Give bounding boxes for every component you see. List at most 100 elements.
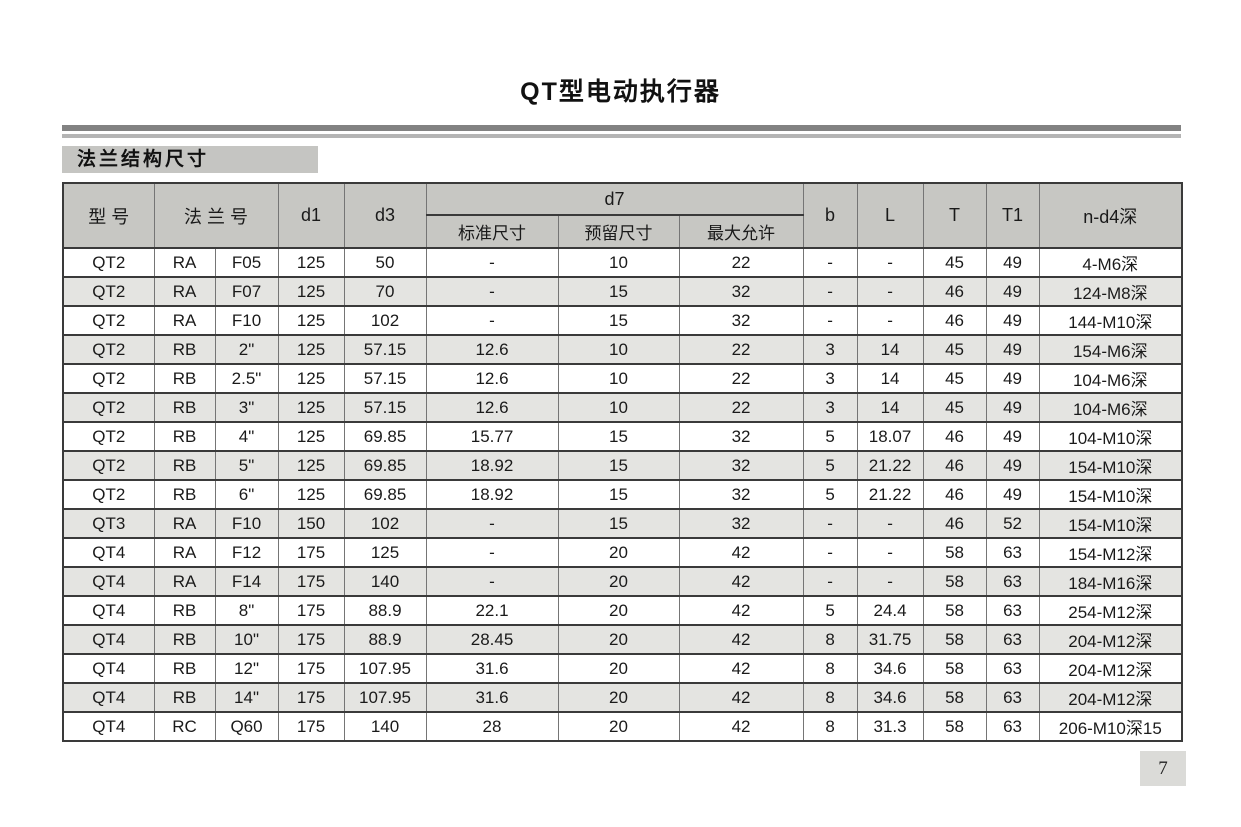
table-cell: 63 [985,653,1040,684]
table-cell: 20 [557,624,680,655]
table-cell: RA [153,247,216,278]
table-header: 型 号 法 兰 号 d1 d3 d7 b L T T1 n-d4深 标准尺寸 预… [62,182,1183,249]
table-cell: 184-M16深 [1038,566,1183,597]
table-cell: 154-M10深 [1038,450,1183,481]
table-cell: 140 [343,711,427,742]
table-cell: 70 [343,276,427,307]
table-cell: 88.9 [343,595,427,626]
table-cell: 125 [277,305,345,336]
table-cell: RB [153,624,216,655]
table-cell: QT2 [62,363,155,394]
table-cell: 28 [425,711,559,742]
table-cell: RB [153,479,216,510]
table-cell: RB [153,421,216,452]
table-cell: 42 [678,537,804,568]
table-cell: - [802,566,858,597]
table-cell: - [856,508,924,539]
table-cell: F10 [214,508,279,539]
table-cell: 104-M6深 [1038,392,1183,423]
table-cell: RB [153,334,216,365]
table-cell: 154-M10深 [1038,479,1183,510]
table-cell: 49 [985,421,1040,452]
table-cell: 31.6 [425,653,559,684]
table-cell: QT2 [62,450,155,481]
table-row: QT2 RB 4" 125 69.85 15.77 15 32 5 18.07 46 49 104-M1… [62,421,1183,452]
table-cell: 31.6 [425,682,559,713]
table-cell: 15 [557,305,680,336]
table-cell: 204-M12深 [1038,682,1183,713]
table-cell: 154-M10深 [1038,508,1183,539]
table-cell: 52 [985,508,1040,539]
table-cell: 14 [856,363,924,394]
table-cell: - [802,537,858,568]
table-cell: 15 [557,450,680,481]
table-cell: 20 [557,682,680,713]
table-row: QT2 RB 3" 125 57.15 12.6 10 22 3 14 45 49 104-M6深 [62,392,1183,423]
table-cell: 20 [557,537,680,568]
table-cell: RA [153,508,216,539]
table-cell: - [425,537,559,568]
table-cell: Q60 [214,711,279,742]
table-cell: 10 [557,392,680,423]
table-cell: 107.95 [343,682,427,713]
table-cell: 150 [277,508,345,539]
table-cell: 12" [214,653,279,684]
table-cell: QT4 [62,653,155,684]
table-cell: 57.15 [343,363,427,394]
table-cell: 42 [678,595,804,626]
table-cell: 125 [277,276,345,307]
table-cell: 10 [557,334,680,365]
table-cell: QT4 [62,595,155,626]
table-cell: 107.95 [343,653,427,684]
table-cell: 18.92 [425,450,559,481]
col-header-model: 型 号 [62,182,155,249]
col-header-n-d4: n-d4深 [1038,182,1183,249]
table-cell: - [425,276,559,307]
table-cell: 63 [985,537,1040,568]
table-cell: QT4 [62,682,155,713]
table-cell: 125 [343,537,427,568]
table-cell: 22.1 [425,595,559,626]
table-cell: 5" [214,450,279,481]
table-cell: 22 [678,247,804,278]
table-cell: 12.6 [425,334,559,365]
col-header-d7-max: 最大允许 [678,214,804,249]
table-cell: - [856,566,924,597]
table-row: QT4 RC Q60 175 140 28 20 42 8 31.3 58 63 206-M10深15 [62,711,1183,742]
table-cell: 14 [856,392,924,423]
table-cell: 15 [557,276,680,307]
table-cell: 32 [678,276,804,307]
table-cell: RA [153,305,216,336]
table-row: QT4 RA F12 175 125-20 42- -58 63 154-M12深 [62,537,1183,568]
table-cell: 32 [678,421,804,452]
table-cell: 18.92 [425,479,559,510]
table-cell: 34.6 [856,682,924,713]
header-row-top: 型 号 法 兰 号 d1 d3 d7 b L T T1 n-d4深 [62,182,1183,249]
table-cell: 63 [985,566,1040,597]
table-row: QT2 RB 6" 125 69.85 18.92 15 32 5 21.22 46 49 154-M1… [62,479,1183,510]
table-cell: 69.85 [343,479,427,510]
table-cell: 14" [214,682,279,713]
table-cell: 8 [802,624,858,655]
table-cell: QT2 [62,305,155,336]
table-cell: 42 [678,566,804,597]
table-cell: 175 [277,624,345,655]
col-header-d1: d1 [277,182,345,249]
table-cell: 10" [214,624,279,655]
col-header-d7: d7 [425,182,804,216]
table-cell: 49 [985,450,1040,481]
table-cell: - [802,247,858,278]
table-cell: 144-M10深 [1038,305,1183,336]
table-cell: 15.77 [425,421,559,452]
table-cell: 88.9 [343,624,427,655]
table-row: QT3 RA F10 150 102-15 32- -46 52 154-M10深 [62,508,1183,539]
table-cell: - [856,305,924,336]
table-cell: 49 [985,363,1040,394]
col-header-d3: d3 [343,182,427,249]
table-cell: QT4 [62,711,155,742]
table-cell: 46 [922,421,987,452]
table-cell: 8 [802,711,858,742]
table-cell: QT4 [62,566,155,597]
table-row: QT2 RB 5" 125 69.85 18.92 15 32 5 21.22 46 49 154-M1… [62,450,1183,481]
col-header-d7-standard: 标准尺寸 [425,214,559,249]
